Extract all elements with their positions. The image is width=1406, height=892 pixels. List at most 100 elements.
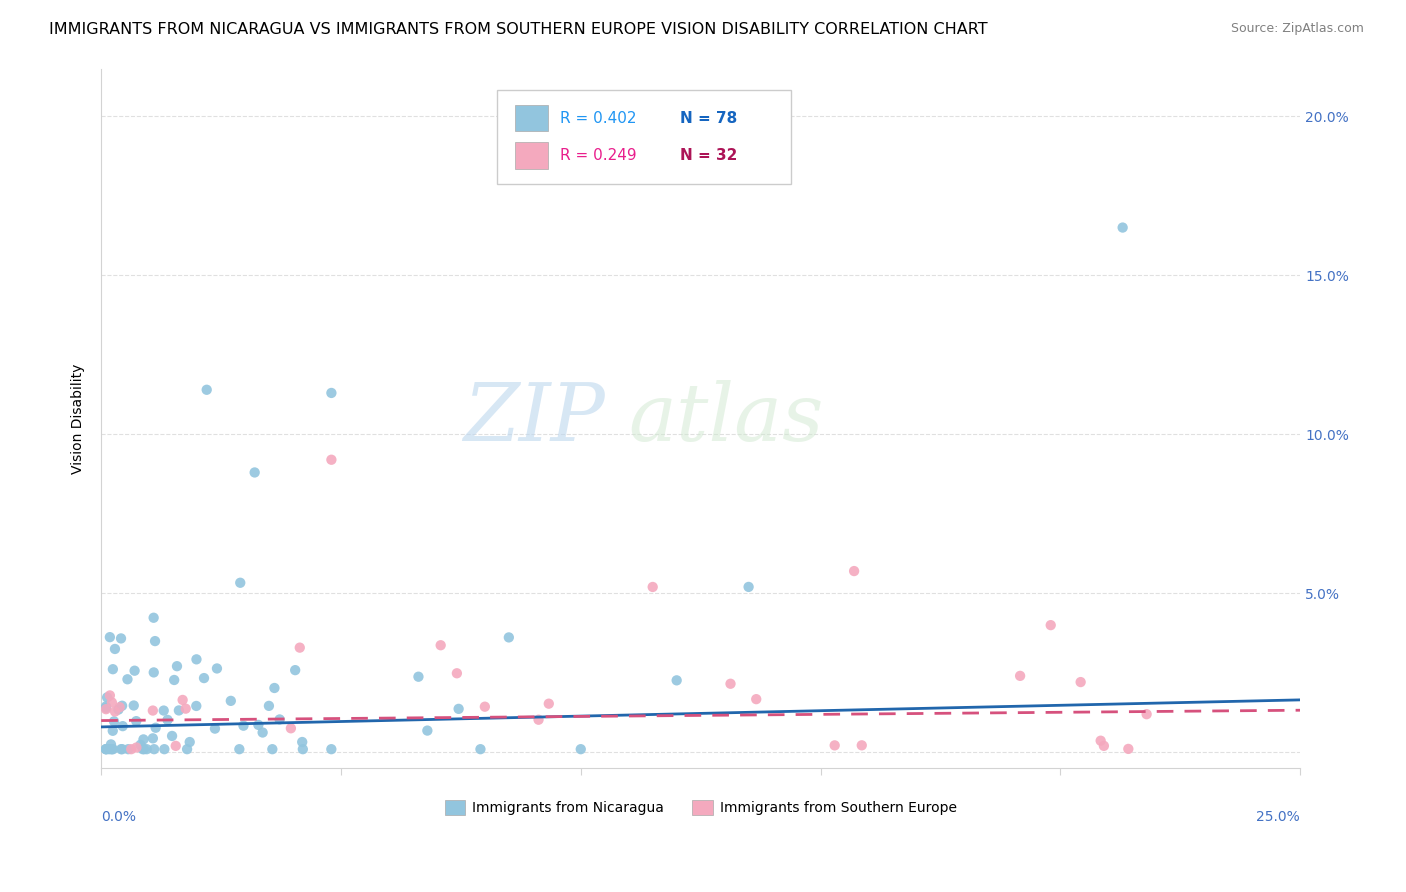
Point [291,735,314,749]
Point [1070,675,1092,690]
Point [125,740,148,755]
Point [229,575,252,590]
FancyBboxPatch shape [515,105,548,131]
Point [165,739,187,753]
Point [280,721,302,735]
Point [101,742,124,756]
Point [152,704,174,718]
Point [110,632,132,646]
Point [132,742,155,756]
Point [104,705,127,719]
Point [257,698,280,713]
Point [252,725,274,739]
Point [851,739,873,753]
Point [262,742,284,756]
Point [1118,742,1140,756]
Point [167,703,190,717]
Point [143,634,166,648]
Point [174,701,197,715]
Point [96,690,118,705]
Point [94,742,117,756]
Point [186,698,208,713]
Point [429,638,451,652]
Point [474,699,496,714]
Point [498,631,520,645]
Point [720,677,742,691]
Point [737,580,759,594]
Point [110,742,132,756]
Point [94,702,117,716]
Point [122,698,145,713]
Point [321,742,343,756]
Point [641,580,664,594]
Text: N = 78: N = 78 [681,111,738,126]
Point [195,383,218,397]
Point [142,611,165,625]
Text: N = 32: N = 32 [681,148,738,163]
Point [172,693,194,707]
Point [142,731,165,746]
Point [204,722,226,736]
Point [446,666,468,681]
Point [142,665,165,680]
Point [291,742,314,756]
Point [470,742,492,756]
FancyBboxPatch shape [496,89,790,184]
Point [269,713,291,727]
Point [101,723,124,738]
Point [160,729,183,743]
Text: atlas: atlas [628,380,824,457]
Point [186,652,208,666]
Point [143,742,166,756]
Point [156,713,179,727]
Point [100,742,122,756]
Point [117,673,139,687]
Point [1092,739,1115,753]
Point [179,735,201,749]
Point [247,718,270,732]
Point [447,702,470,716]
Point [142,704,165,718]
Point [98,630,121,644]
Point [145,721,167,735]
Point [745,692,768,706]
Point [537,697,560,711]
Point [228,742,250,756]
Point [288,640,311,655]
Point [101,742,124,756]
Point [129,738,152,752]
Point [284,663,307,677]
Point [176,742,198,756]
Point [111,742,134,756]
Text: R = 0.249: R = 0.249 [561,148,637,163]
Point [321,452,343,467]
Point [263,681,285,695]
Point [232,719,254,733]
Text: ZIP: ZIP [463,380,605,457]
Point [107,702,129,716]
Point [124,664,146,678]
Point [219,694,242,708]
Point [111,719,134,733]
Point [101,662,124,676]
Point [103,714,125,729]
Point [1039,618,1062,632]
Point [1010,669,1032,683]
Point [125,714,148,728]
Point [416,723,439,738]
Point [97,742,120,756]
Point [117,742,139,756]
Y-axis label: Vision Disability: Vision Disability [72,363,86,474]
Point [1136,707,1159,722]
Point [166,659,188,673]
Point [205,661,228,675]
Point [108,700,131,714]
Text: R = 0.402: R = 0.402 [561,111,637,126]
Point [842,564,865,578]
Point [243,466,266,480]
Point [153,742,176,756]
Point [569,742,592,756]
FancyBboxPatch shape [515,142,548,169]
Point [94,701,117,715]
Point [101,695,124,709]
